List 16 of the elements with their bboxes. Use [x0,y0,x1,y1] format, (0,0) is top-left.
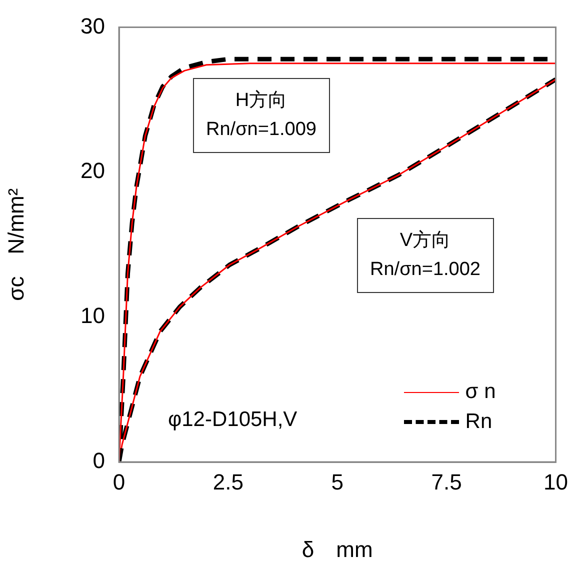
y-tick-label: 30 [80,13,105,38]
annotation: H方向 Rn/σn=1.009 [193,78,330,153]
y-tick-label: 20 [80,158,105,184]
x-tick-label: 2.5 [212,469,244,494]
x-tick-label: 0 [112,469,126,494]
annotation: φ12-D105H,V [168,408,298,432]
legend-label: Rn [465,410,492,434]
y-tick-label: 0 [92,448,105,474]
legend-label: σ n [465,380,496,404]
x-tick-label: 5 [331,469,344,494]
x-tick-label: 7.5 [431,469,462,494]
y-axis-title: σc N/mm² [3,188,28,301]
x-axis-title: δ mm [302,536,373,562]
annotation: V方向 Rn/σn=1.002 [357,218,494,293]
y-tick-label: 10 [80,303,105,328]
x-tick-label: 10 [544,469,568,494]
